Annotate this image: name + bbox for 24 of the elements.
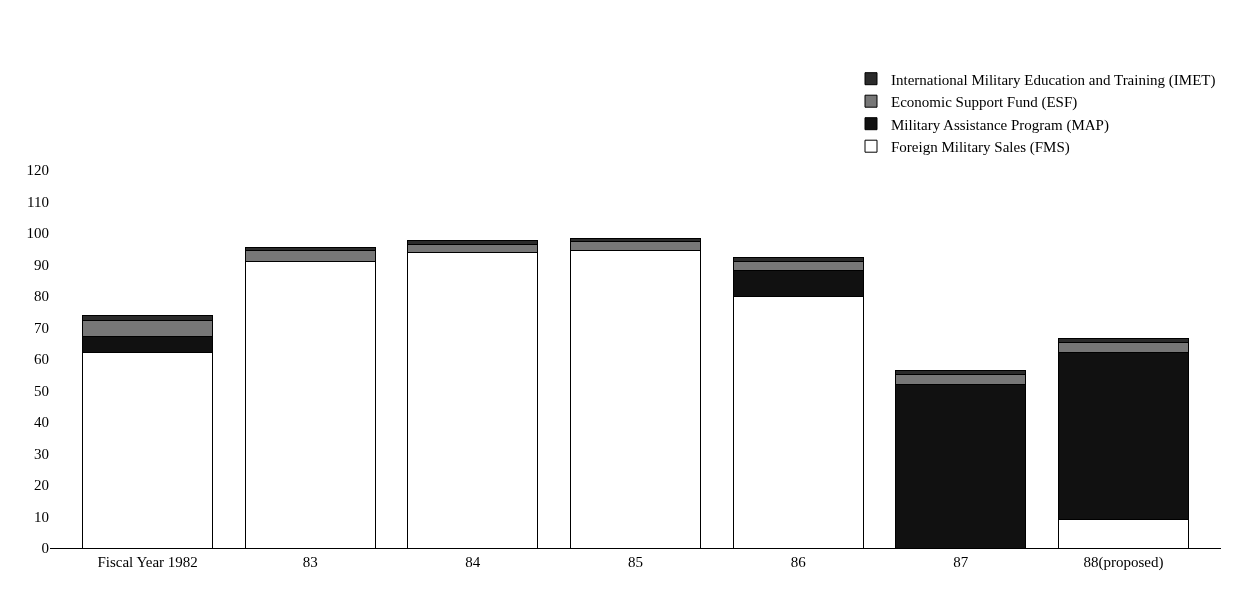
legend-label: Military Assistance Program (MAP) [891,116,1109,134]
y-tick-label: 120 [26,162,49,179]
legend-label: Economic Support Fund (ESF) [891,94,1078,112]
y-tick-label: 10 [34,508,49,525]
legend-label: Foreign Military Sales (FMS) [891,139,1070,157]
y-tick-label: 80 [34,288,49,305]
y-tick-label: 0 [41,540,49,557]
y-tick-label: 30 [34,445,49,462]
x-tick-label: 84 [465,554,481,570]
x-tick-label: 83 [302,554,318,570]
x-tick-label: 87 [953,554,969,570]
x-tick-label: 85 [628,554,643,570]
y-tick-label: 70 [34,319,49,336]
y-tick-label: 60 [34,351,49,368]
y-tick-label: 100 [26,225,49,242]
legend-label: International Military Education and Training (IMET) [891,71,1216,89]
y-tick-label: 40 [34,414,49,431]
y-tick-label: 90 [34,256,49,273]
x-tick-label: 86 [790,554,807,570]
y-tick-label: 20 [34,477,49,494]
x-tick-label: Fiscal Year 1982 [97,554,198,570]
y-tick-label: 110 [27,193,49,210]
y-tick-label: 50 [34,382,49,399]
x-tick-label: 88(proposed) [1083,554,1164,571]
